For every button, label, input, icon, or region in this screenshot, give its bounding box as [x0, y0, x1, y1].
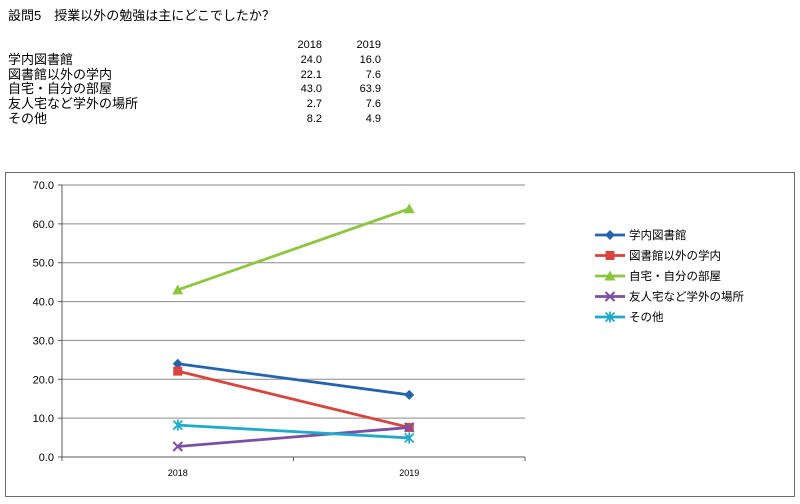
results-table: 2018 2019 学内図書館 24.0 16.0 図書館以外の学内 22.1 … — [8, 38, 381, 127]
marker-stroke — [604, 291, 616, 302]
marker-diamond — [605, 230, 615, 240]
table-row-label: 学内図書館 — [8, 51, 74, 67]
data-point-square — [173, 366, 183, 376]
y-tick-label: 40.0 — [33, 297, 54, 309]
table-cell: 63.9 — [359, 83, 381, 96]
series-group — [172, 419, 415, 444]
legend-item: 友人宅など学外の場所 — [595, 290, 744, 304]
table-cell: 7.6 — [365, 68, 381, 81]
chart-canvas: 0.0 10.0 20.0 30.0 40.0 50.0 60.0 70.0 2018 2019 学… — [33, 180, 745, 478]
y-tick-label: 50.0 — [33, 258, 54, 270]
table-row-label: その他 — [8, 110, 48, 126]
y-tick-label: 10.0 — [33, 413, 54, 425]
series-group — [173, 366, 414, 432]
table-cell: 4.9 — [365, 112, 381, 125]
data-point-diamond — [172, 358, 183, 369]
table-row-label: 図書館以外の学内 — [8, 66, 113, 82]
table-cell: 16.0 — [359, 53, 381, 66]
data-point-diamond — [404, 389, 415, 400]
legend-label: 友人宅など学外の場所 — [629, 290, 744, 304]
y-tick-label: 70.0 — [33, 180, 54, 192]
table-row-label: 友人宅など学外の場所 — [8, 96, 139, 112]
data-point-x — [404, 422, 415, 433]
legend-item: その他 — [595, 311, 664, 324]
table-cell: 8.2 — [306, 112, 322, 125]
x-tick-label: 2018 — [168, 468, 188, 478]
marker-triangle — [604, 270, 616, 281]
table-row-label: 自宅・自分の部屋 — [8, 81, 113, 97]
legend-item: 学内図書館 — [595, 228, 687, 242]
data-point-x — [172, 441, 183, 452]
marker-asterisk — [604, 311, 616, 323]
legend-label: 学内図書館 — [629, 228, 687, 242]
table-cell: 2.7 — [306, 98, 322, 111]
data-point-triangle — [172, 284, 184, 295]
x-tick-label: 2019 — [399, 468, 419, 478]
y-tick-label: 20.0 — [33, 374, 54, 386]
y-tick-label: 30.0 — [33, 335, 54, 347]
data-point-asterisk — [404, 432, 415, 444]
gridlines — [58, 184, 525, 458]
data-point-asterisk — [172, 419, 183, 431]
series-line — [177, 423, 410, 440]
marker-stroke — [404, 422, 415, 433]
y-tick-label: 60.0 — [33, 219, 54, 231]
legend-label: 自宅・自分の部屋 — [629, 269, 721, 283]
legend-label: その他 — [629, 311, 664, 324]
legend-item: 自宅・自分の部屋 — [595, 269, 721, 283]
marker-stroke — [172, 441, 183, 452]
series-line — [177, 369, 410, 429]
series-line — [177, 207, 410, 292]
marker-x — [604, 291, 616, 302]
table-cell: 22.1 — [300, 68, 322, 81]
marker-square — [605, 251, 615, 260]
table-header-2019: 2019 — [356, 39, 381, 51]
series-group — [172, 203, 415, 295]
question-title: 設問5 授業以外の勉強は主にどこでしたか？ — [8, 8, 275, 23]
series-group — [172, 358, 415, 400]
table-header-2018: 2018 — [297, 39, 322, 51]
y-tick-label: 0.0 — [39, 452, 54, 464]
legend-label: 図書館以外の学内 — [629, 249, 721, 263]
table-corner — [8, 38, 268, 53]
table-cell: 24.0 — [300, 53, 322, 66]
table-cell: 43.0 — [300, 83, 322, 96]
legend-item: 図書館以外の学内 — [595, 249, 721, 263]
series-line — [177, 362, 410, 397]
line-chart: 0.0 10.0 20.0 30.0 40.0 50.0 60.0 70.0 2018 2019 学… — [5, 172, 795, 497]
series-line — [177, 426, 410, 448]
series-group — [172, 422, 415, 452]
data-point-triangle — [403, 203, 415, 214]
table-cell: 7.6 — [365, 98, 381, 111]
